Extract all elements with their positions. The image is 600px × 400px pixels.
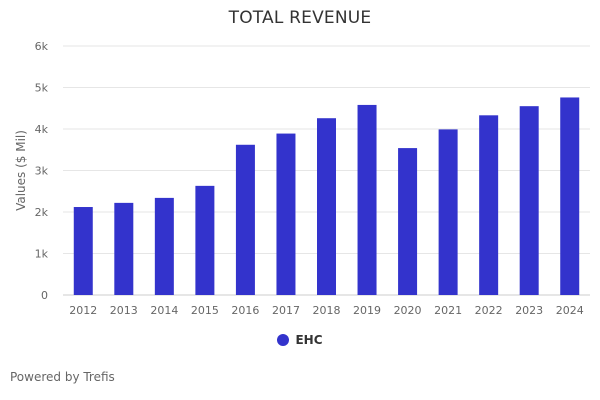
bar-2017[interactable]: [276, 133, 296, 295]
y-tick-label: 6k: [35, 40, 49, 53]
bar-2021[interactable]: [438, 129, 458, 295]
bar-2023[interactable]: [519, 106, 539, 295]
y-tick-label: 1k: [35, 248, 49, 261]
chart-title: TOTAL REVENUE: [228, 8, 372, 28]
bar-2016[interactable]: [235, 144, 255, 295]
bar-2012[interactable]: [73, 207, 93, 295]
legend-swatch-ehc[interactable]: [277, 334, 290, 346]
bar-2019[interactable]: [357, 104, 377, 296]
x-tick-label: 2021: [434, 304, 462, 317]
bar-2018[interactable]: [317, 118, 336, 296]
legend-label-ehc[interactable]: EHC: [295, 333, 323, 347]
y-axis-title: Values ($ Mil): [14, 130, 28, 211]
bar-2022[interactable]: [479, 115, 499, 296]
x-tick-label: 2014: [150, 304, 178, 317]
x-tick-label: 2013: [110, 304, 138, 317]
x-tick-label: 2015: [191, 304, 219, 317]
x-tick-label: 2022: [475, 304, 503, 317]
bar-2013[interactable]: [114, 202, 134, 295]
y-tick-label: 3k: [35, 165, 49, 178]
legend[interactable]: EHC: [0, 333, 600, 347]
y-tick-label: 4k: [35, 123, 49, 136]
y-tick-label: 5k: [35, 82, 49, 95]
x-tick-label: 2024: [556, 304, 584, 317]
bar-2024[interactable]: [560, 97, 580, 296]
bar-chart: 0 1k 2k 3k 4k 5k 6k Values ($ Mil) 2012 2013 2014 2…: [14, 40, 590, 317]
x-tick-label: 2019: [353, 304, 381, 317]
x-tick-label: 2023: [515, 304, 543, 317]
x-tick-label: 2016: [231, 304, 259, 317]
y-tick-label: 2k: [35, 206, 49, 219]
x-tick-label: 2020: [394, 304, 422, 317]
y-tick-label: 0: [41, 289, 48, 302]
x-tick-label: 2017: [272, 304, 300, 317]
x-tick-label: 2012: [69, 304, 97, 317]
bar-2014[interactable]: [154, 197, 174, 295]
x-tick-label: 2018: [313, 304, 341, 317]
bar-2020[interactable]: [398, 148, 418, 295]
bar-2015[interactable]: [195, 185, 215, 295]
powered-by-credits[interactable]: Powered by Trefis: [10, 370, 115, 384]
